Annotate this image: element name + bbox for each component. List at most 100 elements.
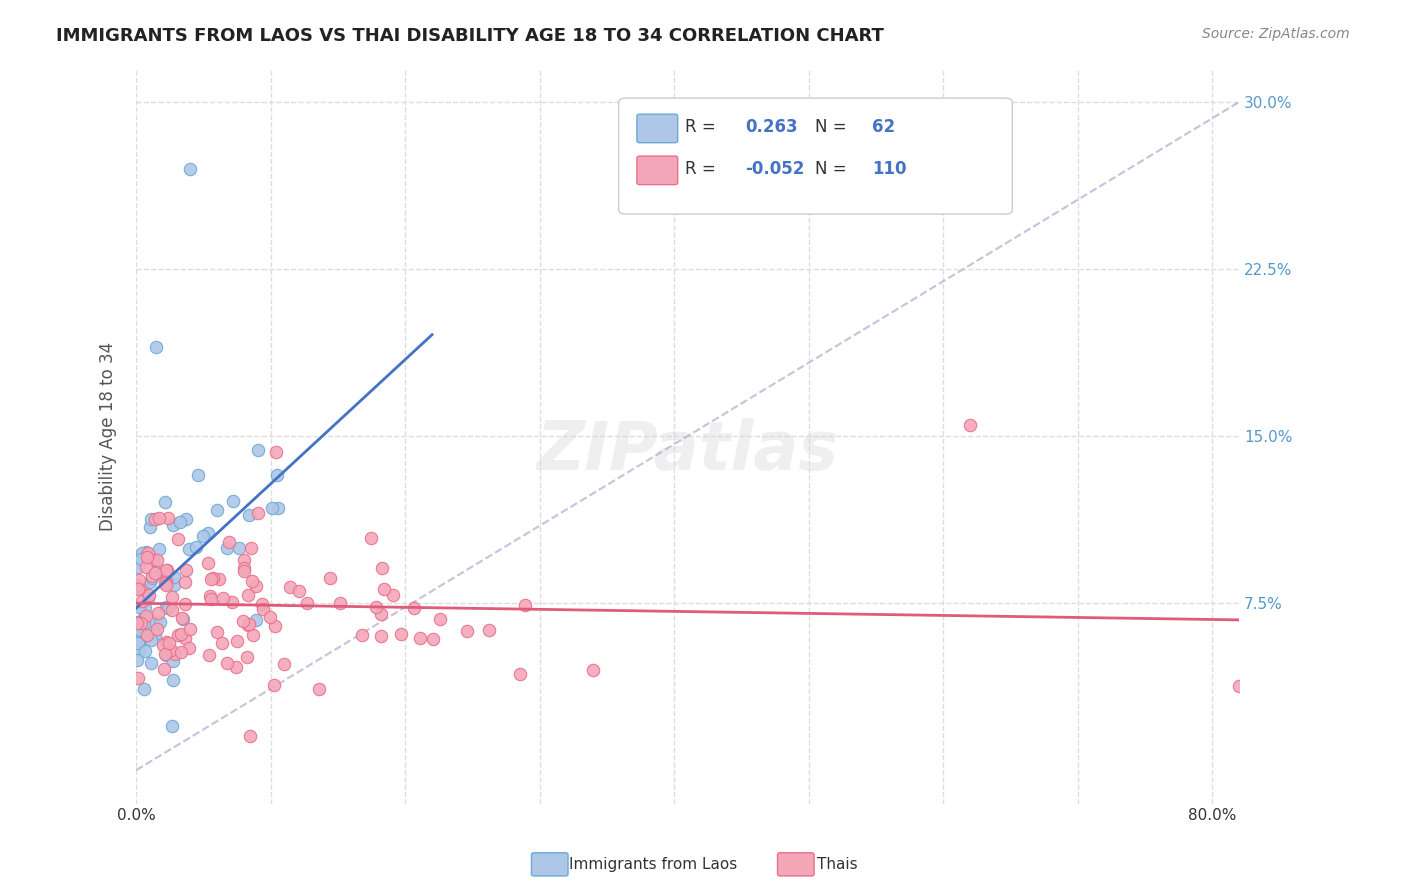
Immigrants from Laos <box>141 571 163 585</box>
Text: R =: R = <box>685 161 721 178</box>
Immigrants from Laos <box>127 653 149 667</box>
Thais <box>582 663 605 677</box>
Thais <box>360 532 382 546</box>
Immigrants from Laos <box>162 719 184 733</box>
Thais <box>233 564 256 578</box>
Immigrants from Laos <box>134 644 156 658</box>
Immigrants from Laos <box>131 546 153 560</box>
Thais <box>389 626 412 640</box>
Thais <box>143 566 166 580</box>
Thais <box>232 553 254 567</box>
Thais <box>236 618 259 632</box>
Thais <box>259 609 281 624</box>
Thais <box>152 661 174 675</box>
Immigrants from Laos <box>134 681 156 696</box>
Thais <box>173 632 195 646</box>
Thais <box>197 556 219 570</box>
Thais <box>136 546 159 560</box>
Thais <box>128 573 150 587</box>
Immigrants from Laos <box>162 673 184 688</box>
Thais <box>155 647 177 661</box>
Thais <box>145 553 167 567</box>
Thais <box>179 622 201 636</box>
Immigrants from Laos <box>262 501 284 516</box>
Text: -0.052: -0.052 <box>745 161 804 178</box>
Thais <box>329 596 352 610</box>
Thais <box>200 591 222 606</box>
Thais <box>170 626 193 640</box>
Thais <box>207 624 229 639</box>
Immigrants from Laos <box>139 519 162 533</box>
Thais <box>160 643 183 657</box>
Thais <box>240 574 263 588</box>
Thais <box>172 611 194 625</box>
Thais <box>131 594 153 608</box>
Immigrants from Laos <box>163 578 186 592</box>
Immigrants from Laos <box>129 632 152 647</box>
Immigrants from Laos <box>132 623 155 637</box>
Immigrants from Laos <box>143 616 166 631</box>
Immigrants from Laos <box>148 615 170 629</box>
Thais <box>252 597 274 611</box>
Text: 62: 62 <box>872 118 894 136</box>
Thais <box>263 678 285 692</box>
Immigrants from Laos <box>222 494 245 508</box>
Thais <box>143 511 166 525</box>
Thais <box>127 582 149 596</box>
Thais <box>141 569 163 583</box>
Thais <box>127 578 149 592</box>
Thais <box>509 666 531 681</box>
Thais <box>246 507 269 521</box>
Thais <box>160 590 183 604</box>
Immigrants from Laos <box>162 517 184 532</box>
Immigrants from Laos <box>228 541 250 555</box>
Thais <box>1227 679 1250 693</box>
Thais <box>169 645 191 659</box>
Thais <box>177 640 200 655</box>
Thais <box>211 635 233 649</box>
Immigrants from Laos <box>127 615 149 629</box>
Thais <box>138 588 160 602</box>
Immigrants from Laos <box>215 541 238 556</box>
Text: Source: ZipAtlas.com: Source: ZipAtlas.com <box>1202 27 1350 41</box>
Thais <box>215 656 238 670</box>
Text: Thais: Thais <box>817 857 858 871</box>
Thais <box>478 623 501 637</box>
Immigrants from Laos <box>157 601 180 615</box>
Immigrants from Laos <box>127 559 149 574</box>
Immigrants from Laos <box>131 551 153 566</box>
Immigrants from Laos <box>179 541 201 556</box>
Immigrants from Laos <box>139 512 162 526</box>
Immigrants from Laos <box>172 612 194 626</box>
Text: N =: N = <box>815 118 852 136</box>
Thais <box>242 627 264 641</box>
Thais <box>208 572 231 586</box>
Thais <box>280 580 302 594</box>
Immigrants from Laos <box>207 502 229 516</box>
Immigrants from Laos <box>127 635 149 649</box>
Thais <box>212 591 235 605</box>
Immigrants from Laos <box>238 508 260 523</box>
Immigrants from Laos <box>139 574 162 589</box>
Immigrants from Laos <box>152 565 174 579</box>
Thais <box>129 615 152 630</box>
Thais <box>135 628 157 642</box>
Immigrants from Laos <box>186 541 208 555</box>
Thais <box>382 589 405 603</box>
Thais <box>226 634 249 648</box>
Thais <box>174 574 197 589</box>
Immigrants from Laos <box>148 542 170 557</box>
Text: IMMIGRANTS FROM LAOS VS THAI DISABILITY AGE 18 TO 34 CORRELATION CHART: IMMIGRANTS FROM LAOS VS THAI DISABILITY … <box>56 27 884 45</box>
Thais <box>135 559 157 574</box>
Immigrants from Laos <box>163 569 186 583</box>
Immigrants from Laos <box>128 599 150 614</box>
Thais <box>174 563 197 577</box>
Immigrants from Laos <box>141 633 163 648</box>
Immigrants from Laos <box>128 643 150 657</box>
Immigrants from Laos <box>174 512 197 526</box>
Thais <box>148 511 170 525</box>
Thais <box>513 598 536 612</box>
Immigrants from Laos <box>169 515 191 529</box>
Thais <box>221 595 243 609</box>
Text: R =: R = <box>685 118 721 136</box>
